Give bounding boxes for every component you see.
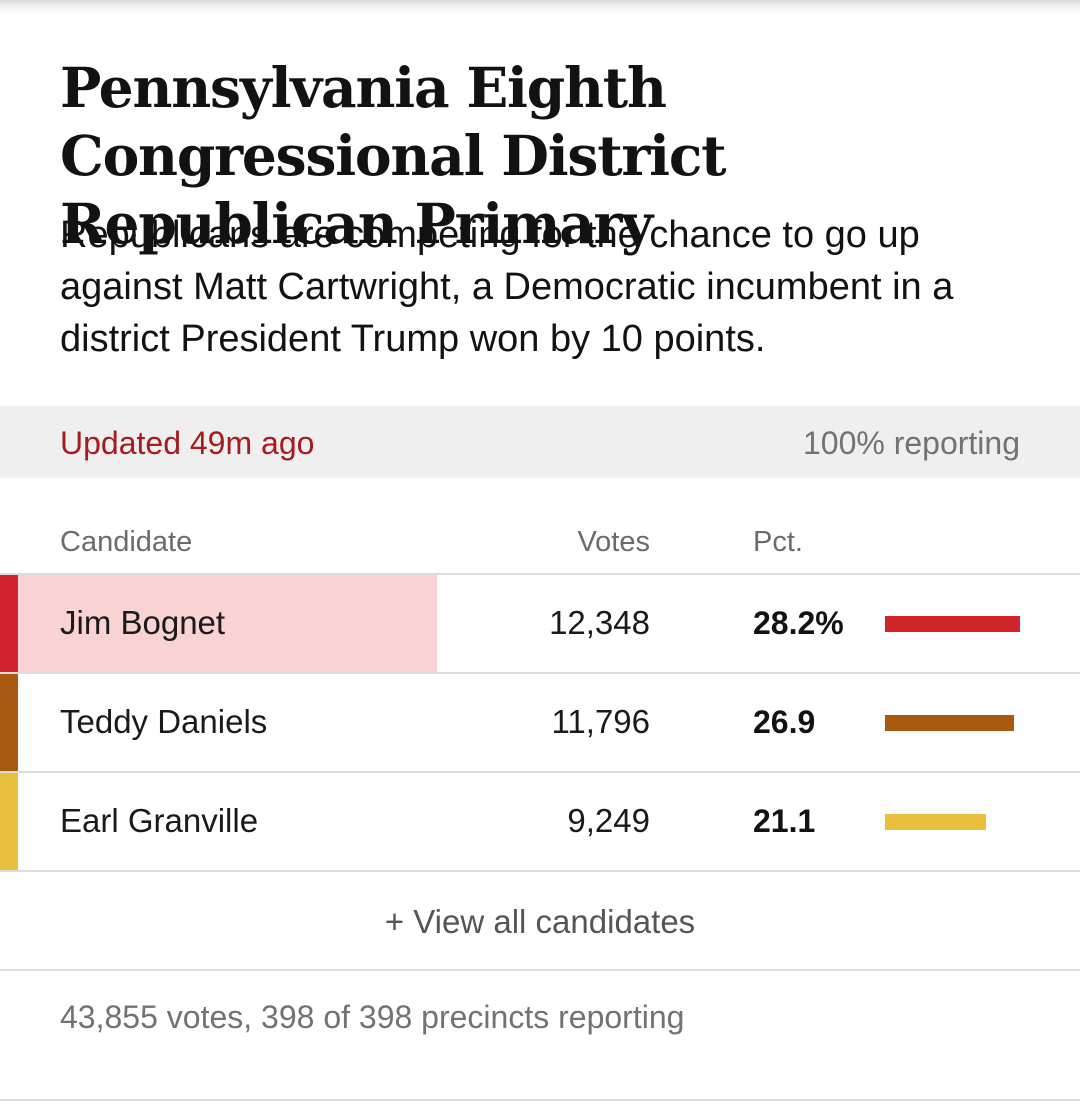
column-header-candidate: Candidate bbox=[60, 526, 193, 558]
page-subtitle: Republicans are competing for the chance… bbox=[60, 214, 954, 360]
candidate-pct-bar bbox=[885, 616, 1020, 632]
candidate-pct: 26.9 bbox=[753, 704, 816, 740]
top-shadow bbox=[0, 0, 1080, 16]
candidate-votes: 9,249 bbox=[567, 802, 650, 839]
candidate-row: Teddy Daniels 11,796 26.9 bbox=[0, 672, 1080, 771]
reporting-percent: 100% reporting bbox=[802, 425, 1020, 461]
candidate-votes: 11,796 bbox=[551, 703, 650, 740]
page-title: Pennsylvania Eighth Congressional Distri… bbox=[60, 55, 727, 256]
candidate-color-swatch bbox=[0, 575, 18, 672]
candidate-row: Jim Bognet 12,348 28.2% bbox=[0, 573, 1080, 672]
column-header-votes: Votes bbox=[577, 526, 650, 558]
results-table-header: Candidate Votes Pct. bbox=[0, 520, 1080, 564]
leader-highlight bbox=[18, 575, 437, 672]
candidate-row: Earl Granville 9,249 21.1 bbox=[0, 771, 1080, 870]
candidate-color-swatch bbox=[0, 773, 18, 870]
candidate-name: Earl Granville bbox=[60, 802, 259, 839]
table-bottom-divider bbox=[0, 870, 1080, 872]
column-header-pct: Pct. bbox=[753, 526, 803, 558]
candidate-pct: 28.2% bbox=[753, 605, 844, 641]
candidate-name: Jim Bognet bbox=[60, 604, 226, 641]
bottom-divider bbox=[0, 1099, 1080, 1101]
candidate-color-swatch bbox=[0, 674, 18, 771]
precincts-summary: 43,855 votes, 398 of 398 precincts repor… bbox=[60, 999, 685, 1035]
status-bar: Updated 49m ago 100% reporting bbox=[0, 406, 1080, 478]
candidate-votes: 12,348 bbox=[549, 604, 650, 641]
candidate-pct-bar bbox=[885, 814, 986, 830]
candidate-pct-bar bbox=[885, 715, 1014, 731]
view-all-candidates-button[interactable]: + View all candidates bbox=[384, 903, 696, 940]
footer-divider bbox=[0, 969, 1080, 971]
candidate-pct: 21.1 bbox=[753, 803, 816, 839]
candidate-name: Teddy Daniels bbox=[60, 703, 268, 740]
updated-timestamp: Updated 49m ago bbox=[60, 425, 315, 461]
